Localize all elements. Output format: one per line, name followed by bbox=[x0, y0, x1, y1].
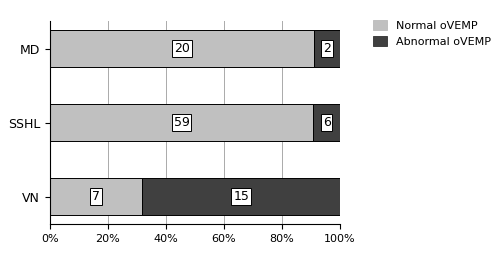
Bar bbox=[142, 178, 340, 215]
Text: 59: 59 bbox=[174, 116, 190, 129]
Bar bbox=[50, 178, 142, 215]
Bar bbox=[50, 104, 313, 141]
Text: 15: 15 bbox=[233, 190, 249, 203]
Text: 2: 2 bbox=[323, 42, 331, 55]
Bar bbox=[313, 104, 340, 141]
Bar bbox=[314, 30, 340, 67]
Text: 7: 7 bbox=[92, 190, 100, 203]
Text: 6: 6 bbox=[322, 116, 330, 129]
Text: 20: 20 bbox=[174, 42, 190, 55]
Bar bbox=[50, 30, 314, 67]
Legend: Normal oVEMP, Abnormal oVEMP: Normal oVEMP, Abnormal oVEMP bbox=[370, 17, 494, 50]
